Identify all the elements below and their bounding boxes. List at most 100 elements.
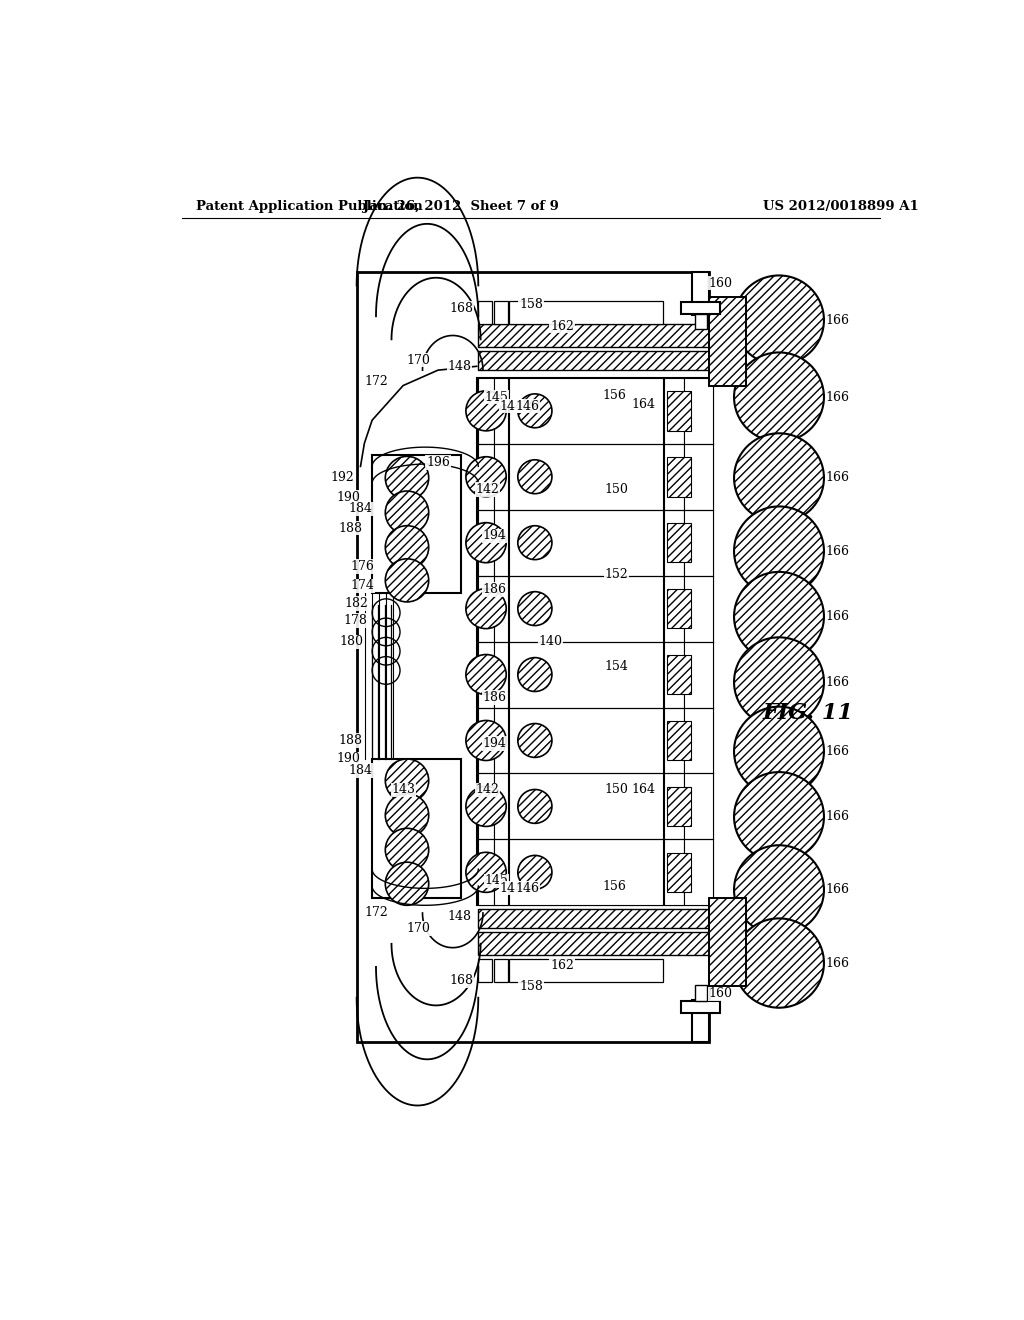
Text: 188: 188	[338, 521, 362, 535]
Circle shape	[466, 589, 506, 628]
Bar	[478, 960, 493, 982]
Text: 166: 166	[825, 744, 849, 758]
Text: 174: 174	[351, 579, 375, 593]
Circle shape	[385, 457, 429, 499]
Bar	[478, 351, 712, 370]
Text: 145: 145	[484, 874, 508, 887]
Text: 184: 184	[348, 502, 373, 515]
Circle shape	[385, 525, 429, 569]
Text: US 2012/0018899 A1: US 2012/0018899 A1	[763, 199, 919, 213]
Circle shape	[734, 352, 824, 442]
Bar	[478, 301, 493, 323]
Text: 184: 184	[348, 764, 373, 777]
Text: 154: 154	[604, 660, 628, 673]
Text: 190: 190	[337, 491, 360, 504]
Circle shape	[734, 638, 824, 726]
Bar	[710, 898, 746, 986]
Circle shape	[734, 507, 824, 595]
Text: 194: 194	[482, 737, 507, 750]
Text: 166: 166	[825, 314, 849, 326]
Text: 146: 146	[515, 882, 539, 895]
Text: 143: 143	[391, 783, 415, 796]
Bar	[667, 853, 691, 892]
Circle shape	[518, 459, 552, 494]
Circle shape	[734, 706, 824, 796]
Circle shape	[734, 772, 824, 862]
Text: 176: 176	[351, 560, 375, 573]
Text: 148: 148	[447, 911, 472, 924]
Circle shape	[734, 845, 824, 935]
Circle shape	[734, 276, 824, 364]
Text: 192: 192	[331, 471, 354, 484]
Circle shape	[466, 655, 506, 694]
Circle shape	[518, 591, 552, 626]
Circle shape	[385, 793, 429, 837]
Text: Jan. 26, 2012  Sheet 7 of 9: Jan. 26, 2012 Sheet 7 of 9	[364, 199, 559, 213]
Text: 190: 190	[337, 752, 360, 766]
Bar	[494, 378, 508, 906]
Bar	[477, 378, 713, 906]
Text: 180: 180	[339, 635, 364, 648]
Text: 148: 148	[447, 360, 472, 372]
Text: 170: 170	[407, 354, 430, 367]
Bar	[692, 272, 710, 314]
Bar	[667, 523, 691, 562]
Text: 166: 166	[825, 610, 849, 623]
Circle shape	[734, 572, 824, 661]
Text: 166: 166	[825, 676, 849, 689]
Bar	[667, 391, 691, 430]
Text: 182: 182	[345, 597, 369, 610]
Bar	[710, 297, 746, 385]
Text: 172: 172	[365, 375, 388, 388]
Text: 144: 144	[500, 882, 523, 895]
Text: 150: 150	[604, 783, 628, 796]
Bar	[356, 272, 710, 1043]
Circle shape	[518, 855, 552, 890]
Bar	[478, 323, 712, 347]
Text: FIG. 11: FIG. 11	[763, 702, 854, 723]
Circle shape	[518, 789, 552, 824]
Text: 166: 166	[825, 391, 849, 404]
Bar	[694, 314, 707, 330]
Circle shape	[466, 457, 506, 496]
Text: 188: 188	[338, 734, 362, 747]
Text: 164: 164	[632, 783, 655, 796]
Circle shape	[385, 862, 429, 906]
Text: 186: 186	[482, 583, 507, 597]
Circle shape	[518, 657, 552, 692]
Text: 142: 142	[476, 483, 500, 496]
Text: 168: 168	[450, 302, 473, 315]
Circle shape	[466, 391, 506, 430]
Circle shape	[466, 853, 506, 892]
Circle shape	[385, 558, 429, 602]
Bar	[681, 302, 720, 314]
Text: 158: 158	[519, 979, 543, 993]
Text: 166: 166	[825, 957, 849, 970]
Bar	[667, 457, 691, 496]
Text: 150: 150	[604, 483, 628, 496]
Text: 168: 168	[450, 974, 473, 987]
Bar	[494, 960, 508, 982]
Text: 166: 166	[825, 471, 849, 484]
Bar	[710, 898, 746, 986]
Text: 160: 160	[709, 277, 733, 289]
Text: 158: 158	[519, 298, 543, 312]
Circle shape	[385, 759, 429, 803]
Circle shape	[518, 525, 552, 560]
Bar	[710, 297, 746, 385]
Circle shape	[466, 523, 506, 562]
Circle shape	[518, 723, 552, 758]
Bar	[694, 985, 707, 1001]
Text: 142: 142	[476, 783, 500, 796]
Text: 170: 170	[407, 921, 430, 935]
Bar	[509, 960, 663, 982]
Text: 178: 178	[343, 614, 367, 627]
Bar	[478, 378, 494, 906]
Bar	[667, 655, 691, 694]
Text: 172: 172	[365, 907, 388, 920]
Bar	[478, 909, 712, 928]
Bar	[509, 378, 663, 906]
Circle shape	[466, 721, 506, 760]
Text: 196: 196	[426, 455, 450, 469]
Bar	[667, 721, 691, 760]
